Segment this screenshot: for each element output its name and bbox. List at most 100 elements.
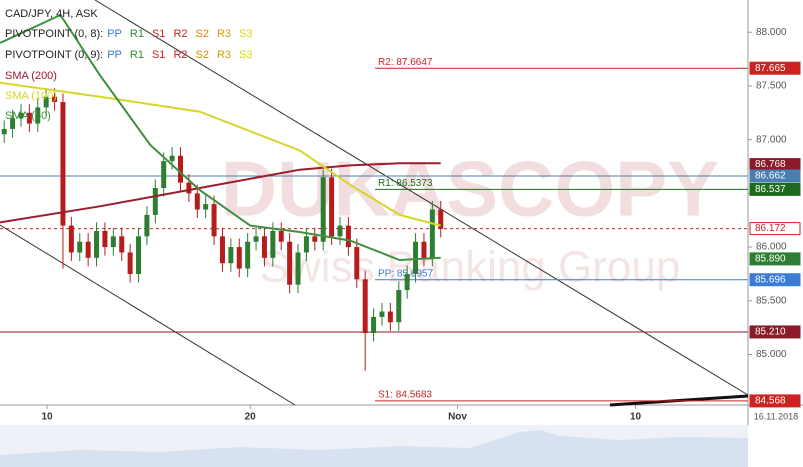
legend-item: S3	[239, 28, 252, 40]
legend-series: SMA (100)	[5, 90, 57, 102]
pivot-label: S1: 84.5683	[378, 390, 432, 401]
watermark: Swiss Banking Group	[260, 243, 681, 292]
sma-line	[0, 13, 441, 262]
watermark: DUKASCOPY	[221, 145, 719, 233]
candle-body	[68, 225, 74, 253]
sma-line	[0, 81, 441, 227]
candle-body	[203, 204, 209, 210]
price-tag-label: 85.890	[755, 254, 786, 265]
candle-body	[245, 241, 251, 269]
candle-body	[270, 230, 276, 258]
candle-body	[1, 128, 7, 135]
candle-body	[60, 102, 66, 226]
candle-body	[127, 252, 133, 274]
legend-item: R2	[173, 49, 187, 61]
y-tick-label: 87.500	[756, 81, 787, 92]
candle-body	[85, 241, 91, 258]
candle-body	[228, 247, 234, 264]
candle-body	[136, 236, 142, 274]
candle-body	[161, 161, 167, 188]
legend: PIVOTPOINT (0, 8): PP R1 S1 R2 S2 R3 S3 PIVOTPOI…	[5, 28, 253, 122]
candle-body	[77, 241, 83, 253]
candle-body	[320, 177, 326, 242]
price-tag	[749, 325, 801, 339]
candle-body	[379, 311, 385, 317]
candle-body	[110, 236, 116, 248]
legend-label: PIVOTPOINT (0, 8):	[5, 28, 103, 40]
x-tick-label: 20	[245, 412, 257, 423]
candle-body	[362, 279, 368, 334]
candle-body	[194, 193, 200, 210]
candle-body	[43, 96, 49, 108]
candle-body	[421, 241, 427, 258]
trend-line	[0, 224, 296, 406]
x-tick-label: Nov	[448, 412, 467, 423]
candle-body	[396, 290, 402, 323]
legend-item: S1	[152, 28, 165, 40]
candle-body	[287, 241, 293, 285]
candle-body	[102, 230, 108, 248]
pivot-label: R1: 86.5373	[378, 178, 433, 189]
candle-body	[371, 316, 377, 334]
price-tag-label: 84.568	[755, 396, 786, 407]
candle-body	[387, 311, 393, 323]
legend-item: S2	[196, 49, 209, 61]
candle-body	[278, 230, 284, 242]
sma-line	[0, 162, 441, 224]
candle-body	[35, 107, 41, 124]
candle-body	[354, 247, 360, 280]
candle-body	[94, 230, 100, 258]
candle-body	[329, 177, 335, 237]
price-tag	[749, 273, 801, 287]
candle-body	[119, 236, 125, 253]
candle-body	[219, 236, 225, 264]
candle-body	[253, 236, 259, 242]
price-tag-label: 86.172	[755, 223, 786, 234]
candle-body	[429, 209, 435, 258]
y-tick-label: 85.000	[756, 349, 787, 360]
price-tag	[749, 182, 801, 196]
price-tag-label: 85.696	[755, 274, 786, 285]
candle-body	[18, 112, 24, 119]
candle-body	[211, 204, 217, 237]
legend-item: R1	[130, 49, 144, 61]
legend-item: R2	[173, 28, 187, 40]
price-tag-label: 85.210	[755, 327, 786, 338]
candle-body	[261, 236, 267, 258]
price-tag	[749, 394, 801, 408]
candle-body	[186, 182, 192, 194]
legend-item: R3	[217, 28, 231, 40]
candle-body	[303, 236, 309, 253]
legend-item: S2	[196, 28, 209, 40]
candle-body	[236, 247, 242, 269]
candle-body	[404, 273, 410, 291]
y-tick-label: 88.000	[756, 27, 787, 38]
legend-item: R1	[130, 28, 144, 40]
legend-item: PP	[107, 28, 122, 40]
x-tick-label: 10	[630, 412, 642, 423]
candle-body	[169, 155, 175, 162]
navigator-area	[0, 430, 748, 467]
candle-body	[152, 187, 158, 215]
trend-line	[94, 0, 749, 396]
candle-body	[413, 241, 419, 274]
legend-item: R3	[217, 49, 231, 61]
candle-body	[144, 214, 150, 237]
candle-body	[177, 155, 183, 183]
pivot-label: PP: 85.6957	[378, 268, 433, 279]
price-tag	[749, 252, 801, 266]
price-tag	[749, 61, 801, 75]
pivot-label: R2: 87.6647	[378, 57, 433, 68]
price-tag-label: 86.662	[755, 171, 786, 182]
y-tick-label: 85.500	[756, 295, 787, 306]
x-tick-label: 10	[41, 412, 53, 423]
chart-title: CAD/JPY, 4H, ASK	[5, 8, 98, 20]
price-tag-label: 87.665	[755, 63, 786, 74]
candle-body	[26, 112, 32, 124]
date-label: 16.11.2018	[754, 411, 798, 421]
candle-body	[438, 209, 444, 229]
price-tag	[749, 222, 801, 236]
candle-body	[345, 225, 351, 248]
